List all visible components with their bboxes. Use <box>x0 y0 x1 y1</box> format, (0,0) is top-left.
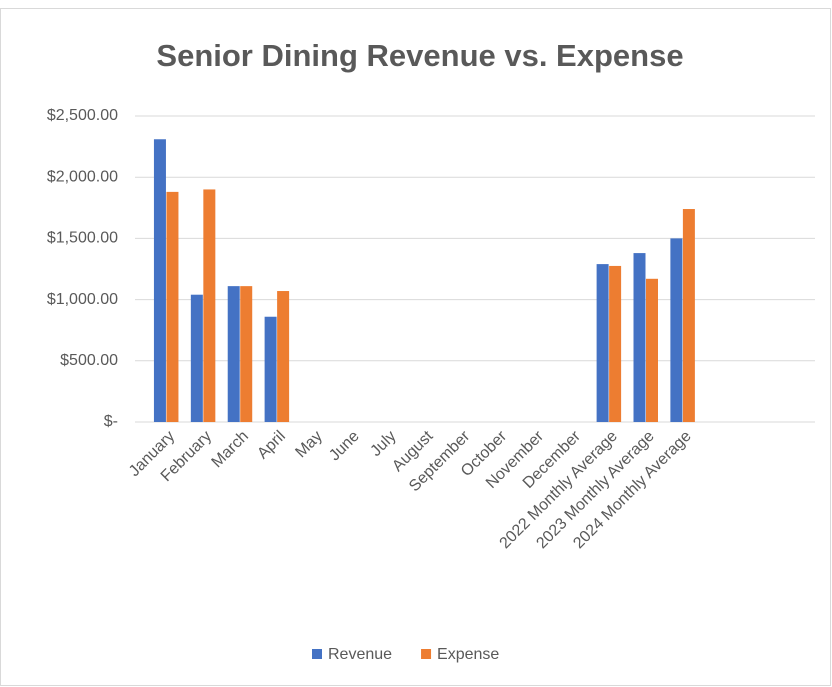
bar <box>227 286 240 422</box>
bar <box>596 264 609 422</box>
bar <box>633 253 646 422</box>
bar <box>264 316 277 422</box>
bar <box>166 191 179 422</box>
legend-label: Expense <box>437 646 499 663</box>
y-tick-label: $500.00 <box>60 352 118 369</box>
chart-border <box>0 8 831 686</box>
y-tick-label: $- <box>104 413 118 430</box>
y-tick-label: $1,000.00 <box>47 291 118 308</box>
legend-swatch <box>421 649 432 659</box>
bar <box>240 286 253 422</box>
legend-swatch <box>312 649 322 659</box>
y-tick-label: $2,000.00 <box>47 168 118 185</box>
bar <box>203 189 216 422</box>
bar <box>609 265 622 422</box>
chart-title: Senior Dining Revenue vs. Expense <box>156 38 683 73</box>
y-tick-label: $2,500.00 <box>47 107 118 124</box>
bar <box>670 238 683 422</box>
bar <box>190 294 203 422</box>
bar <box>646 278 658 422</box>
bar <box>153 139 166 423</box>
y-tick-label: $1,500.00 <box>47 230 118 247</box>
bar <box>682 209 695 422</box>
bar <box>277 291 290 422</box>
legend-label: Revenue <box>328 646 392 663</box>
